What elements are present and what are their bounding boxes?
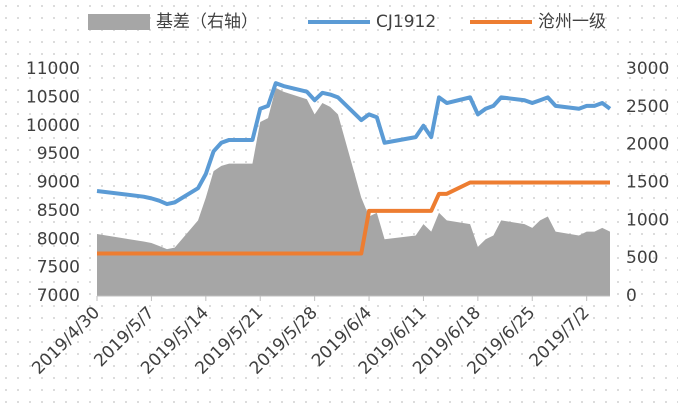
y2-tick-label: 1000 <box>626 210 669 230</box>
y-tick-label: 9000 <box>37 173 80 193</box>
area <box>97 87 610 297</box>
y-tick-label: 8000 <box>37 229 80 249</box>
legend-label: 基差（右轴） <box>156 12 258 32</box>
x-tick-label: 2019/4/30 <box>28 303 104 379</box>
line <box>96 81 612 207</box>
y-tick-label: 11000 <box>26 59 80 79</box>
y-tick-label: 8500 <box>37 201 80 221</box>
y-tick-label: 7000 <box>37 286 80 306</box>
line <box>97 180 610 256</box>
y-tick-label: 10500 <box>26 87 80 107</box>
y-tick-label: 7500 <box>37 258 80 278</box>
y2-tick-label: 2000 <box>626 135 669 155</box>
y2-tick-label: 1500 <box>626 173 669 193</box>
x-tick-label: 2019/7/2 <box>526 303 594 371</box>
y-tick-label: 10000 <box>26 116 80 136</box>
y2-tick-label: 500 <box>626 248 658 268</box>
legend-label: 沧州一级 <box>538 12 606 32</box>
legend-label: CJ1912 <box>376 12 436 32</box>
y2-tick-label: 2500 <box>626 97 669 117</box>
y2-tick-label: 0 <box>626 286 637 306</box>
y2-tick-label: 3000 <box>626 59 669 79</box>
y-tick-label: 9500 <box>37 144 80 164</box>
legend-swatch <box>88 14 150 30</box>
